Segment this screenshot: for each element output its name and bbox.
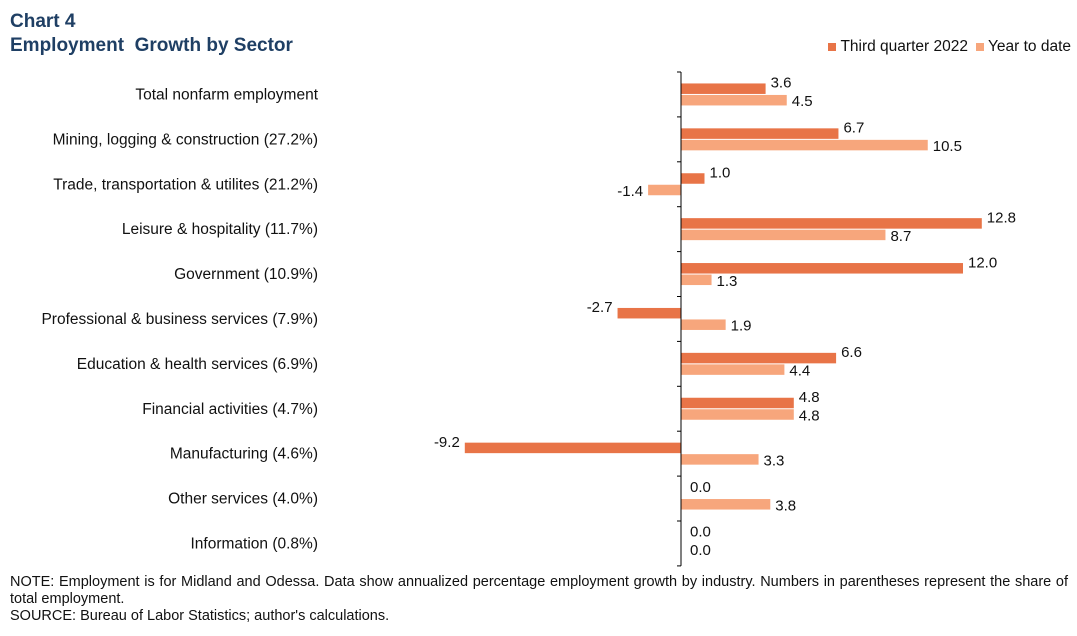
data-label: -1.4 xyxy=(617,183,643,200)
data-label: 0.0 xyxy=(690,524,711,541)
bar-third-quarter xyxy=(681,352,837,364)
data-label: 4.8 xyxy=(799,408,820,425)
data-label: 6.7 xyxy=(843,120,864,137)
note-text: NOTE: Employment is for Midland and Odes… xyxy=(10,574,1068,607)
data-label: 1.3 xyxy=(717,273,738,290)
bar-year-to-date xyxy=(681,499,771,510)
legend-swatch-series-2 xyxy=(975,43,984,51)
data-label: 0.0 xyxy=(690,542,711,559)
bar-year-to-date xyxy=(681,319,726,330)
bar-third-quarter xyxy=(681,128,839,139)
chart-number: Chart 4 xyxy=(10,11,76,32)
legend-label-series-1: Third quarter 2022 xyxy=(840,38,968,55)
data-label: -9.2 xyxy=(434,434,460,451)
data-label: 4.5 xyxy=(792,93,813,110)
bar-year-to-date xyxy=(681,139,928,151)
bar-third-quarter xyxy=(681,218,982,229)
bar-year-to-date xyxy=(648,184,681,196)
data-label: 1.9 xyxy=(731,318,752,335)
data-label: 6.6 xyxy=(841,344,862,361)
bar-year-to-date xyxy=(681,229,886,241)
category-label: Other services (4.0%) xyxy=(168,491,318,508)
source-text: SOURCE: Bureau of Labor Statistics; auth… xyxy=(10,608,390,624)
data-label: 4.4 xyxy=(789,363,810,380)
bar-year-to-date xyxy=(681,409,794,420)
bar-third-quarter xyxy=(617,307,681,319)
chart-title-block: Chart 4 Employment Growth by Sector xyxy=(10,10,293,58)
category-label: Mining, logging & construction (27.2%) xyxy=(53,131,318,148)
data-label: 3.3 xyxy=(764,452,785,469)
data-label: 1.0 xyxy=(710,165,731,182)
category-label: Financial activities (4.7%) xyxy=(142,401,318,418)
category-label: Trade, transportation & utilites (21.2%) xyxy=(53,176,318,193)
chart-title: Employment Growth by Sector xyxy=(10,35,293,56)
category-label: Total nonfarm employment xyxy=(135,86,318,103)
bar-third-quarter xyxy=(681,83,766,94)
bar-chart: Total nonfarm employment 3.64.5 Mining, lo… xyxy=(41,71,1016,567)
data-label: 12.8 xyxy=(987,209,1016,226)
category-label: Leisure & hospitality (11.7%) xyxy=(122,221,318,238)
category-label: Information (0.8%) xyxy=(191,535,319,552)
notes: NOTE: Employment is for Midland and Odes… xyxy=(10,574,1068,625)
category-label: Government (10.9%) xyxy=(174,266,318,283)
data-label: 3.8 xyxy=(775,497,796,514)
bar-year-to-date xyxy=(681,274,712,286)
legend-item-series-2: Year to date xyxy=(975,38,1071,56)
bar-third-quarter xyxy=(681,263,963,274)
category-label: Manufacturing (4.6%) xyxy=(170,446,318,463)
data-label: 12.0 xyxy=(968,254,997,271)
bar-year-to-date xyxy=(681,94,787,106)
bar-year-to-date xyxy=(681,364,785,375)
legend-item-series-1: Third quarter 2022 xyxy=(828,38,968,56)
category-label: Education & health services (6.9%) xyxy=(77,356,318,373)
legend: Third quarter 2022 Year to date xyxy=(820,38,1071,56)
data-label: -2.7 xyxy=(587,299,613,316)
legend-swatch-series-1 xyxy=(828,43,837,51)
data-label: 10.5 xyxy=(933,138,962,155)
bar-third-quarter xyxy=(681,173,705,184)
data-label: 4.8 xyxy=(799,389,820,406)
bar-year-to-date xyxy=(681,454,759,465)
data-label: 3.6 xyxy=(771,75,792,92)
data-label: 0.0 xyxy=(690,479,711,496)
data-label: 8.7 xyxy=(890,228,911,245)
bar-third-quarter xyxy=(681,397,794,409)
legend-label-series-2: Year to date xyxy=(987,38,1071,55)
bar-third-quarter xyxy=(464,442,681,454)
category-label: Professional & business services (7.9%) xyxy=(41,311,318,328)
